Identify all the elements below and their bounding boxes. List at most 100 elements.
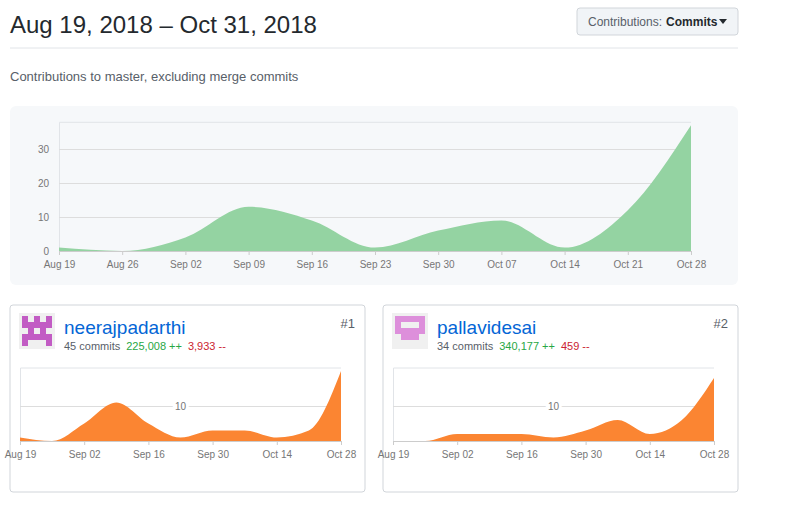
- avatar-pixel[interactable]: [395, 328, 401, 334]
- grid-line: [59, 183, 691, 184]
- x-tick: Aug 26: [107, 251, 139, 270]
- x-tick-mark: [650, 441, 651, 445]
- avatar-pixel[interactable]: [40, 328, 46, 334]
- x-tick-label: Sep 30: [197, 449, 229, 460]
- avatar[interactable]: [392, 313, 428, 349]
- x-tick-label: Sep 16: [506, 449, 538, 460]
- area: [20, 371, 341, 441]
- avatar-pixel[interactable]: [22, 316, 28, 322]
- x-tick: Sep 30: [570, 441, 602, 460]
- avatar-pixel[interactable]: [28, 328, 34, 334]
- chart: 10Aug 19Sep 02Sep 16Sep 30Oct 14Oct 28: [5, 368, 357, 460]
- x-tick-label: Aug 26: [107, 259, 139, 270]
- y-tick: 10: [38, 212, 691, 223]
- avatar-pixel[interactable]: [28, 322, 34, 328]
- button-box[interactable]: [577, 8, 738, 35]
- commit-count[interactable]: 45 commits: [64, 340, 121, 352]
- x-tick-label: Sep 09: [233, 259, 265, 270]
- x-tick-label: Sep 02: [69, 449, 101, 460]
- x-tick-label: Oct 14: [636, 449, 666, 460]
- avatar-pixel[interactable]: [419, 316, 425, 322]
- avatar-pixel[interactable]: [22, 340, 28, 346]
- avatar-pixel[interactable]: [46, 340, 52, 346]
- avatar-pixel[interactable]: [401, 316, 407, 322]
- y-axis-line: [60, 122, 692, 251]
- avatar-pixel[interactable]: [22, 334, 28, 340]
- avatar-pixel[interactable]: [407, 328, 413, 334]
- y-tick-label: 30: [38, 144, 50, 155]
- avatar-pixel[interactable]: [34, 322, 40, 328]
- y-tick: 10: [393, 401, 714, 412]
- y-tick: 30: [38, 144, 691, 155]
- avatar-pixel[interactable]: [22, 322, 28, 328]
- page: Aug 19, 2018 – Oct 31, 2018Contributions…: [0, 0, 803, 515]
- x-tick: Sep 30: [197, 441, 229, 460]
- avatar-pixel[interactable]: [40, 322, 46, 328]
- x-tick: Oct 21: [614, 251, 644, 270]
- contributor-name[interactable]: pallavidesai: [437, 317, 536, 338]
- avatar-bg[interactable]: [19, 313, 55, 349]
- y-axis: 0102030: [38, 122, 691, 256]
- avatar-pixel[interactable]: [46, 334, 52, 340]
- button-label[interactable]: Contributions:: [588, 15, 662, 29]
- x-tick-label: Oct 28: [327, 449, 357, 460]
- area: [393, 378, 714, 441]
- x-tick: Aug 19: [5, 441, 37, 460]
- x-tick-label: Aug 19: [5, 449, 37, 460]
- description: Contributions to master, excluding merge…: [10, 69, 299, 84]
- avatar-pixel[interactable]: [413, 334, 419, 340]
- y-tick-label: 10: [175, 401, 187, 412]
- button-text[interactable]: Contributions: Commits: [588, 15, 718, 29]
- commit-count[interactable]: 34 commits: [437, 340, 494, 352]
- x-tick-label: Aug 19: [378, 449, 410, 460]
- avatar-pixel[interactable]: [395, 316, 401, 322]
- x-tick: Oct 28: [700, 441, 730, 460]
- avatar-pixel[interactable]: [413, 328, 419, 334]
- x-tick-mark: [375, 251, 376, 255]
- x-tick: Sep 23: [360, 251, 392, 270]
- chart: 0102030Aug 19Aug 26Sep 02Sep 09Sep 16Sep…: [38, 122, 707, 270]
- button-value[interactable]: Commits: [666, 15, 718, 29]
- x-tick: Sep 02: [170, 251, 202, 270]
- avatar-pixel[interactable]: [419, 328, 425, 334]
- contributions-button[interactable]: Contributions: Commits: [577, 8, 738, 35]
- x-tick-mark: [84, 441, 85, 445]
- contributor-stats: 45 commits225,008 ++3,933 --: [64, 340, 226, 352]
- header-rule: [10, 48, 738, 49]
- grid-line: [59, 217, 691, 218]
- button-caret[interactable]: [719, 19, 727, 24]
- avatar-pixel[interactable]: [28, 334, 34, 340]
- avatar-pixel[interactable]: [46, 316, 52, 322]
- avatar-pixel[interactable]: [34, 316, 40, 322]
- avatar-pixel[interactable]: [395, 322, 401, 328]
- y-axis-line: [21, 368, 342, 442]
- x-tick-mark: [312, 251, 313, 255]
- avatar[interactable]: [19, 313, 55, 349]
- avatar-pixel[interactable]: [407, 316, 413, 322]
- avatar-pixel[interactable]: [40, 334, 46, 340]
- avatar-pixel[interactable]: [407, 334, 413, 340]
- x-tick-label: Sep 30: [570, 449, 602, 460]
- x-axis-line: [394, 441, 715, 442]
- x-tick-mark: [59, 251, 60, 255]
- avatar-pixel[interactable]: [419, 322, 425, 328]
- avatar-bg[interactable]: [392, 313, 428, 349]
- x-axis-line: [21, 441, 342, 442]
- x-tick-label: Oct 14: [263, 449, 293, 460]
- x-tick-mark: [341, 441, 342, 445]
- avatar-pixel[interactable]: [401, 334, 407, 340]
- x-tick-label: Sep 02: [442, 449, 474, 460]
- avatar-pixel[interactable]: [34, 334, 40, 340]
- x-tick: Oct 28: [677, 251, 707, 270]
- x-tick: Sep 09: [233, 251, 265, 270]
- contributor-name[interactable]: neerajpadarthi: [64, 317, 185, 338]
- x-tick-label: Sep 23: [360, 259, 392, 270]
- y-axis: 10: [393, 368, 714, 442]
- area: [59, 125, 691, 251]
- x-tick-label: Oct 07: [487, 259, 517, 270]
- x-tick-mark: [565, 251, 566, 255]
- avatar-pixel[interactable]: [413, 316, 419, 322]
- x-axis: Aug 19Aug 26Sep 02Sep 09Sep 16Sep 23Sep …: [44, 251, 707, 270]
- avatar-pixel[interactable]: [401, 328, 407, 334]
- avatar-pixel[interactable]: [46, 322, 52, 328]
